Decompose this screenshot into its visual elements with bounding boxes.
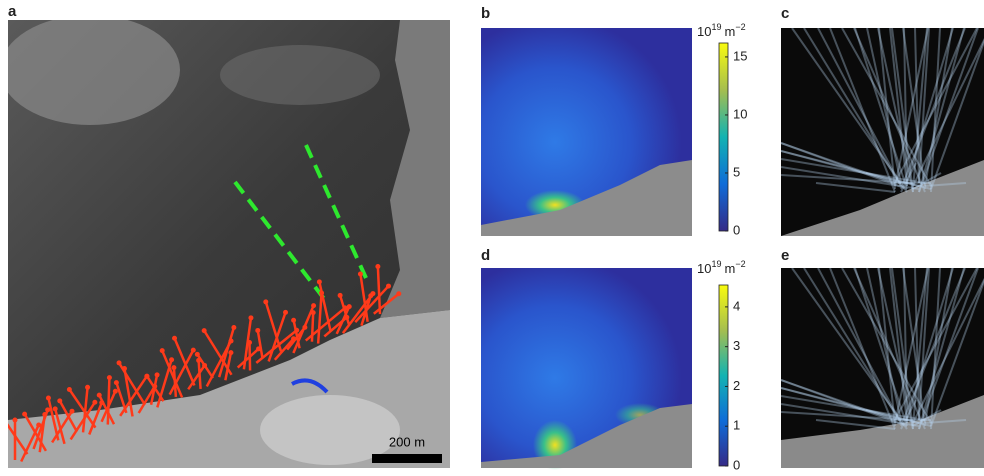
scale-bar-label: 200 m xyxy=(389,434,425,449)
arrow-head xyxy=(191,348,196,353)
arrow-head xyxy=(46,396,51,401)
colorbar-unit: 1019m−2 xyxy=(697,259,746,276)
unit-part: 10 xyxy=(697,24,711,39)
arrow-head xyxy=(338,293,343,298)
colorbar xyxy=(719,285,728,466)
unit-part: −2 xyxy=(735,259,745,269)
arrow-head xyxy=(160,348,165,353)
arrow-head xyxy=(311,303,316,308)
arrow-head xyxy=(57,398,62,403)
colorbar-tick-label: 1 xyxy=(733,418,740,433)
arrow-head xyxy=(231,325,236,330)
colorbar-tick-label: 4 xyxy=(733,298,740,313)
colorbar-tick-label: 2 xyxy=(733,378,740,393)
scale-bar xyxy=(372,454,442,463)
panel-c-image xyxy=(781,28,984,236)
panel-label: c xyxy=(781,5,789,22)
arrow-head xyxy=(396,291,401,296)
arrow-head xyxy=(255,328,260,333)
colorbar-unit: 1019m−2 xyxy=(697,22,746,39)
arrow-head xyxy=(113,389,118,394)
colorbar-tick-label: 5 xyxy=(733,164,740,179)
panel-label: e xyxy=(781,247,789,264)
colorbar-tick-label: 10 xyxy=(733,106,747,121)
arrow-head xyxy=(67,387,72,392)
colorbar xyxy=(719,43,728,231)
panel-d-image xyxy=(481,268,692,470)
arrow-head xyxy=(228,350,233,355)
arrow-head xyxy=(13,418,18,423)
arrow-head xyxy=(3,419,8,424)
colorbar-tick-label: 0 xyxy=(733,222,740,237)
arrow-head xyxy=(248,315,253,320)
panel-label: a xyxy=(8,3,17,20)
panel-label: b xyxy=(481,5,490,22)
arrow-head xyxy=(247,340,252,345)
unit-part: 19 xyxy=(711,22,721,32)
arrow xyxy=(312,313,313,342)
colorbar-tick-label: 3 xyxy=(733,338,740,353)
arrow-head xyxy=(195,352,200,357)
unit-part: m xyxy=(724,24,735,39)
arrow-head xyxy=(317,279,322,284)
arrow-head xyxy=(22,412,27,417)
arrow-head xyxy=(202,328,207,333)
arrow-head xyxy=(85,385,90,390)
arrow xyxy=(108,378,110,425)
arrow-head xyxy=(291,318,296,323)
panel-e-image xyxy=(781,268,984,468)
unit-part: 19 xyxy=(711,259,721,269)
colorbar-tick-label: 0 xyxy=(733,457,740,472)
arrow-head xyxy=(45,407,50,412)
arrow-head xyxy=(117,360,122,365)
arrow-head xyxy=(358,271,363,276)
arrow-head xyxy=(283,310,288,315)
panel-b-image xyxy=(481,28,692,236)
unit-part: −2 xyxy=(735,22,745,32)
figure: 200 m a b c d e 0510151019m−2012341019m−… xyxy=(0,0,984,476)
arrow-head xyxy=(311,310,316,315)
colorbar-tick-label: 15 xyxy=(733,48,747,63)
arrow-head xyxy=(347,304,352,309)
arrow xyxy=(249,343,250,371)
arrow-head xyxy=(169,357,174,362)
unit-part: 10 xyxy=(697,261,711,276)
arrow-head xyxy=(42,412,47,417)
arrow-head xyxy=(386,284,391,289)
arrow-head xyxy=(92,400,97,405)
arrow-head xyxy=(107,375,112,380)
arrow-head xyxy=(114,380,119,385)
unit-part: m xyxy=(724,261,735,276)
arrow-head xyxy=(171,365,176,370)
panel-label: d xyxy=(481,247,490,264)
arrow-head xyxy=(172,336,177,341)
panel-a-image xyxy=(0,15,450,468)
arrow-head xyxy=(144,374,149,379)
arrow-head xyxy=(375,264,380,269)
arrow-head xyxy=(155,372,160,377)
arrow-head xyxy=(69,409,74,414)
arrow-head xyxy=(53,406,58,411)
arrow-head xyxy=(263,299,268,304)
arrow-head xyxy=(368,293,373,298)
arrow-head xyxy=(97,393,102,398)
